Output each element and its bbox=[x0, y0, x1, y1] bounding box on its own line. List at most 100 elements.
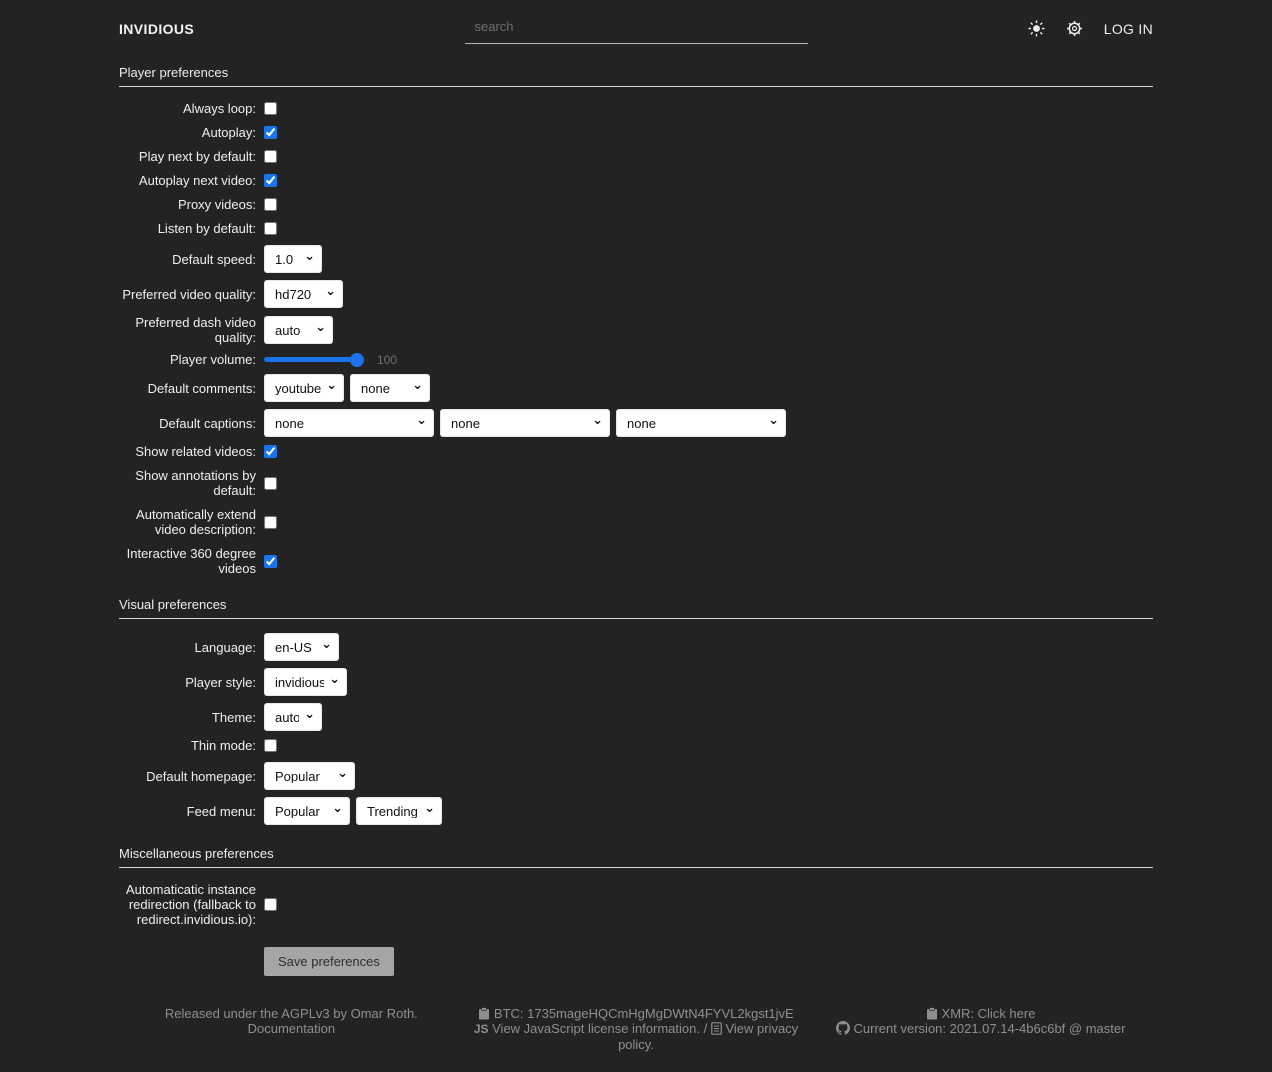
default-speed-select[interactable]: 1.0 bbox=[264, 245, 322, 273]
pref-row-dash-quality: Preferred dash video quality: auto bbox=[119, 315, 1153, 345]
autoplay-label: Autoplay: bbox=[201, 125, 256, 140]
proxy-videos-label: Proxy videos: bbox=[177, 197, 256, 212]
preferences-button[interactable] bbox=[1066, 20, 1083, 37]
captions-third-select[interactable]: none bbox=[616, 409, 786, 437]
pref-row-360-videos: Interactive 360 degree videos bbox=[119, 546, 1153, 576]
default-captions-label: Default captions: bbox=[159, 415, 256, 431]
default-speed-label: Default speed: bbox=[172, 251, 256, 267]
pref-row-default-homepage: Default homepage: Popular bbox=[119, 762, 1153, 790]
pref-row-autoplay-next: Autoplay next video: bbox=[119, 173, 1153, 188]
player-style-select[interactable]: invidious bbox=[264, 668, 347, 696]
pref-row-related-videos: Show related videos: bbox=[119, 444, 1153, 459]
pref-row-listen-default: Listen by default: bbox=[119, 221, 1153, 236]
pref-row-default-comments: Default comments: youtube none bbox=[119, 374, 1153, 402]
always-loop-checkbox[interactable] bbox=[264, 102, 277, 115]
thin-mode-checkbox[interactable] bbox=[264, 739, 277, 752]
footer-separator: / bbox=[699, 1021, 711, 1036]
default-homepage-label: Default homepage: bbox=[146, 768, 256, 784]
annotations-label: Show annotations by default: bbox=[135, 468, 256, 498]
pref-row-autoplay: Autoplay: bbox=[119, 125, 1153, 140]
captions-first-select[interactable]: none bbox=[264, 409, 434, 437]
listen-default-label: Listen by default: bbox=[157, 221, 256, 236]
language-label: Language: bbox=[194, 639, 256, 655]
captions-second-select[interactable]: none bbox=[440, 409, 610, 437]
xmr-prefix: XMR: bbox=[941, 1006, 978, 1021]
video-quality-select[interactable]: hd720 bbox=[264, 280, 343, 308]
footer-left-column: Released under the AGPLv3 by Omar Roth. … bbox=[119, 1006, 464, 1052]
xmr-link[interactable]: Click here bbox=[977, 1006, 1036, 1021]
page-footer: Released under the AGPLv3 by Omar Roth. … bbox=[119, 1006, 1153, 1072]
player-volume-slider[interactable] bbox=[264, 352, 364, 367]
version-prefix: Current version: bbox=[853, 1021, 950, 1036]
theme-select[interactable]: auto bbox=[264, 703, 322, 731]
brand-link[interactable]: INVIDIOUS bbox=[119, 20, 195, 37]
top-navbar: INVIDIOUS bbox=[119, 0, 1153, 44]
pref-row-player-volume: Player volume: 100 bbox=[119, 352, 1153, 367]
section-title-visual: Visual preferences bbox=[119, 597, 227, 612]
comments-second-select[interactable]: none bbox=[350, 374, 430, 402]
section-divider bbox=[119, 867, 1153, 868]
pref-row-extend-description: Automatically extend video description: bbox=[119, 507, 1153, 537]
save-preferences-button[interactable]: Save preferences bbox=[264, 947, 394, 976]
extend-description-label: Automatically extend video description: bbox=[136, 507, 256, 537]
pref-row-thin-mode: Thin mode: bbox=[119, 738, 1153, 753]
search-input[interactable] bbox=[464, 13, 808, 44]
play-next-label: Play next by default: bbox=[138, 149, 256, 164]
autoplay-next-checkbox[interactable] bbox=[264, 174, 277, 187]
section-divider bbox=[119, 618, 1153, 619]
pref-row-proxy-videos: Proxy videos: bbox=[119, 197, 1153, 212]
annotations-checkbox[interactable] bbox=[264, 476, 277, 490]
language-select[interactable]: en-US bbox=[264, 633, 339, 661]
pref-row-player-style: Player style: invidious bbox=[119, 668, 1153, 696]
proxy-videos-checkbox[interactable] bbox=[264, 198, 277, 211]
pref-row-language: Language: en-US bbox=[119, 633, 1153, 661]
feed-menu-second-select[interactable]: Trending bbox=[356, 797, 442, 825]
documentation-link[interactable]: Documentation bbox=[247, 1021, 336, 1036]
auto-redirect-checkbox[interactable] bbox=[264, 898, 277, 911]
player-style-label: Player style: bbox=[185, 674, 256, 690]
sun-icon bbox=[1028, 20, 1045, 37]
section-title-player: Player preferences bbox=[119, 65, 229, 80]
listen-default-checkbox[interactable] bbox=[264, 222, 277, 235]
clipboard-icon bbox=[479, 1007, 490, 1020]
default-homepage-select[interactable]: Popular bbox=[264, 762, 355, 790]
360-videos-label: Interactive 360 degree videos bbox=[126, 546, 256, 576]
pref-row-video-quality: Preferred video quality: hd720 bbox=[119, 280, 1153, 308]
360-videos-checkbox[interactable] bbox=[264, 554, 277, 568]
footer-license-line: Released under the AGPLv3 by Omar Roth. bbox=[164, 1006, 418, 1021]
pref-row-auto-redirect: Automaticatic instance redirection (fall… bbox=[119, 882, 1153, 927]
always-loop-label: Always loop: bbox=[183, 101, 256, 116]
auto-redirect-label: Automaticatic instance redirection (fall… bbox=[125, 882, 256, 927]
footer-right-column: XMR: Click here Current version: 2021.07… bbox=[808, 1006, 1153, 1052]
dash-quality-select[interactable]: auto bbox=[264, 316, 333, 344]
pref-row-default-speed: Default speed: 1.0 bbox=[119, 245, 1153, 273]
thin-mode-label: Thin mode: bbox=[190, 738, 256, 753]
pref-row-theme: Theme: auto bbox=[119, 703, 1153, 731]
navbar-left: INVIDIOUS bbox=[119, 21, 465, 37]
related-videos-label: Show related videos: bbox=[135, 444, 256, 459]
js-icon: JS bbox=[473, 1022, 489, 1036]
btc-address[interactable]: BTC: 1735mageHQCmHgMgDWtN4FYVL2kgst1jvE bbox=[493, 1006, 794, 1021]
player-volume-label: Player volume: bbox=[170, 352, 256, 367]
js-license-link[interactable]: View JavaScript license information. bbox=[492, 1021, 700, 1036]
version-link[interactable]: 2021.07.14-4b6c6bf @ master bbox=[949, 1021, 1126, 1036]
login-link[interactable]: LOG IN bbox=[1103, 20, 1153, 37]
page-container: INVIDIOUS bbox=[119, 0, 1153, 1072]
video-quality-label: Preferred video quality: bbox=[122, 286, 256, 302]
pref-row-always-loop: Always loop: bbox=[119, 101, 1153, 116]
feed-menu-first-select[interactable]: Popular bbox=[264, 797, 350, 825]
section-divider bbox=[119, 86, 1153, 87]
github-icon bbox=[835, 1021, 850, 1035]
play-next-checkbox[interactable] bbox=[264, 150, 277, 163]
comments-first-select[interactable]: youtube bbox=[264, 374, 344, 402]
related-videos-checkbox[interactable] bbox=[264, 445, 277, 458]
autoplay-checkbox[interactable] bbox=[264, 126, 277, 139]
footer-middle-column: BTC: 1735mageHQCmHgMgDWtN4FYVL2kgst1jvE … bbox=[464, 1006, 809, 1052]
extend-description-checkbox[interactable] bbox=[264, 515, 277, 529]
theme-label: Theme: bbox=[211, 709, 256, 725]
gear-icon bbox=[1066, 21, 1082, 36]
clipboard-icon bbox=[926, 1007, 937, 1020]
theme-toggle-button[interactable] bbox=[1028, 20, 1045, 37]
autoplay-next-label: Autoplay next video: bbox=[138, 173, 256, 188]
document-icon bbox=[711, 1022, 722, 1035]
